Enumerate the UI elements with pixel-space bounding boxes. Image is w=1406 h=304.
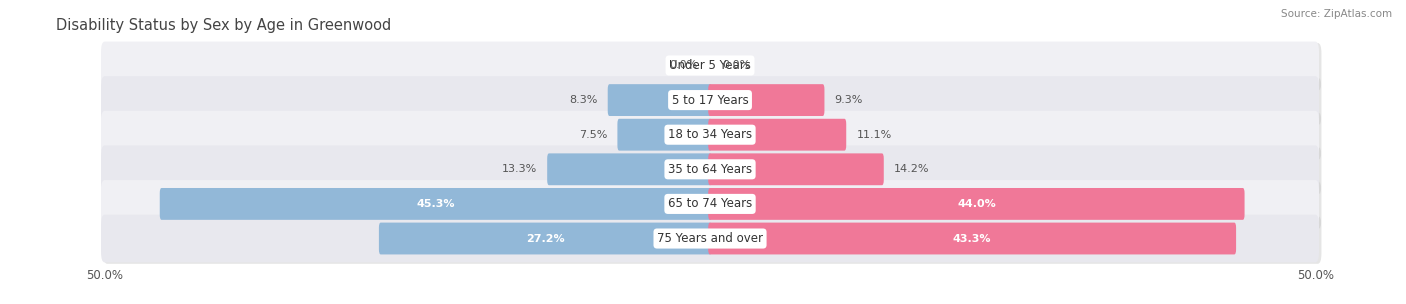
Text: 65 to 74 Years: 65 to 74 Years <box>668 197 752 210</box>
Text: 8.3%: 8.3% <box>569 95 598 105</box>
Text: Under 5 Years: Under 5 Years <box>669 59 751 72</box>
FancyBboxPatch shape <box>101 111 1319 159</box>
FancyBboxPatch shape <box>101 180 1319 228</box>
FancyBboxPatch shape <box>607 84 711 116</box>
FancyBboxPatch shape <box>104 216 1322 264</box>
Text: 0.0%: 0.0% <box>723 60 751 71</box>
Text: 9.3%: 9.3% <box>835 95 863 105</box>
Text: 43.3%: 43.3% <box>953 233 991 244</box>
FancyBboxPatch shape <box>104 78 1322 125</box>
Text: 45.3%: 45.3% <box>416 199 456 209</box>
Text: 44.0%: 44.0% <box>957 199 995 209</box>
FancyBboxPatch shape <box>101 145 1319 193</box>
Text: 11.1%: 11.1% <box>856 130 891 140</box>
FancyBboxPatch shape <box>617 119 711 150</box>
FancyBboxPatch shape <box>104 181 1322 229</box>
Text: 27.2%: 27.2% <box>526 233 565 244</box>
FancyBboxPatch shape <box>709 84 824 116</box>
FancyBboxPatch shape <box>709 154 884 185</box>
FancyBboxPatch shape <box>104 112 1322 160</box>
FancyBboxPatch shape <box>547 154 711 185</box>
FancyBboxPatch shape <box>709 223 1236 254</box>
Text: 0.0%: 0.0% <box>669 60 697 71</box>
Text: 35 to 64 Years: 35 to 64 Years <box>668 163 752 176</box>
FancyBboxPatch shape <box>709 188 1244 220</box>
Text: 5 to 17 Years: 5 to 17 Years <box>672 94 748 107</box>
FancyBboxPatch shape <box>104 147 1322 195</box>
Text: 75 Years and over: 75 Years and over <box>657 232 763 245</box>
Text: Source: ZipAtlas.com: Source: ZipAtlas.com <box>1281 9 1392 19</box>
FancyBboxPatch shape <box>101 42 1319 89</box>
FancyBboxPatch shape <box>101 76 1319 124</box>
FancyBboxPatch shape <box>104 43 1322 91</box>
FancyBboxPatch shape <box>378 223 711 254</box>
Legend: Male, Female: Male, Female <box>648 299 772 304</box>
Text: 13.3%: 13.3% <box>502 164 537 174</box>
Text: 18 to 34 Years: 18 to 34 Years <box>668 128 752 141</box>
FancyBboxPatch shape <box>101 215 1319 262</box>
FancyBboxPatch shape <box>709 119 846 150</box>
FancyBboxPatch shape <box>160 188 711 220</box>
Text: 7.5%: 7.5% <box>579 130 607 140</box>
Text: Disability Status by Sex by Age in Greenwood: Disability Status by Sex by Age in Green… <box>56 18 391 33</box>
Text: 14.2%: 14.2% <box>894 164 929 174</box>
